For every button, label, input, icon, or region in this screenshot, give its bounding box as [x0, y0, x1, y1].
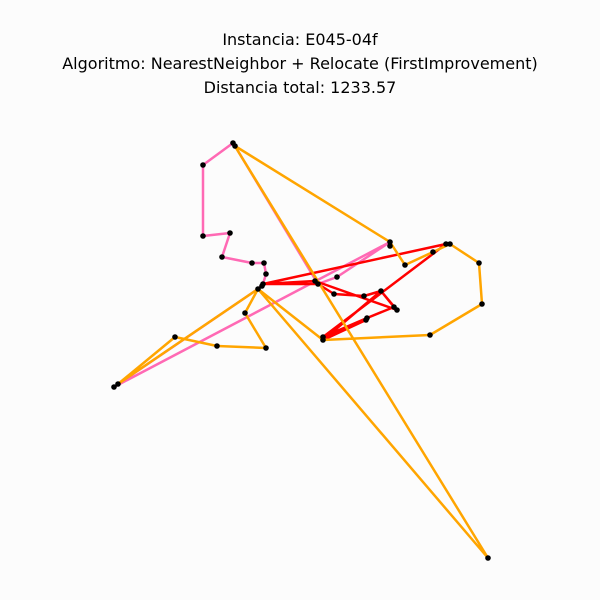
node-point: [334, 274, 340, 280]
node-point: [115, 381, 121, 387]
node-point: [172, 334, 178, 340]
node-point: [263, 345, 269, 351]
node-point: [242, 310, 248, 316]
node-point: [227, 230, 233, 236]
chart-title-distance: Distancia total: 1233.57: [203, 78, 397, 97]
node-point: [261, 260, 267, 266]
node-point: [232, 143, 238, 149]
node-point: [387, 239, 393, 245]
node-point: [263, 271, 269, 277]
node-point: [402, 262, 408, 268]
chart-title-algorithm: Algoritmo: NearestNeighbor + Relocate (F…: [62, 54, 538, 73]
node-point: [387, 243, 393, 249]
node-point: [378, 288, 384, 294]
node-point: [427, 332, 433, 338]
route-line-4: [116, 287, 268, 386]
node-point: [479, 301, 485, 307]
chart-title-instance: Instancia: E045-04f: [222, 30, 378, 49]
node-point: [200, 162, 206, 168]
node-point: [485, 555, 491, 561]
node-point: [320, 337, 326, 343]
node-point: [249, 260, 255, 266]
node-point: [361, 293, 367, 299]
node-point: [200, 233, 206, 239]
node-point: [315, 281, 321, 287]
node-point: [443, 241, 449, 247]
node-point: [219, 254, 225, 260]
node-point: [476, 260, 482, 266]
node-point: [430, 249, 436, 255]
node-point: [364, 315, 370, 321]
node-point: [447, 241, 453, 247]
node-point: [259, 283, 265, 289]
node-point: [255, 286, 261, 292]
node-point: [331, 291, 337, 297]
route-line-3: [231, 142, 490, 560]
node-point: [214, 343, 220, 349]
node-point: [111, 384, 117, 390]
node-point: [394, 307, 400, 313]
